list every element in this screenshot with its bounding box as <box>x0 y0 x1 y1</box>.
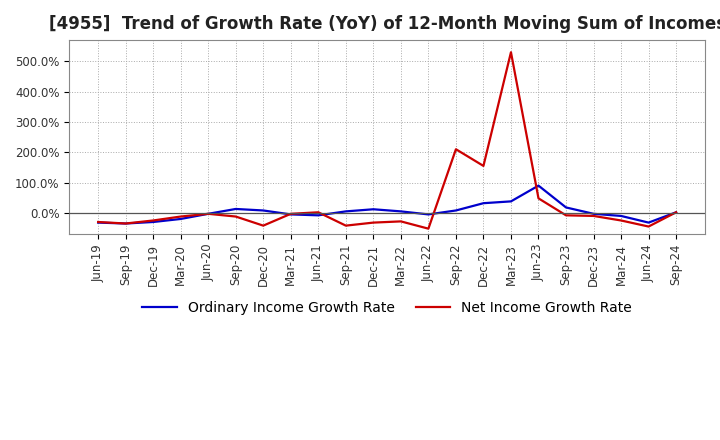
Ordinary Income Growth Rate <box>369 207 378 212</box>
Net Income Growth Rate <box>507 50 516 55</box>
Ordinary Income Growth Rate <box>149 220 158 225</box>
Net Income Growth Rate <box>204 211 212 216</box>
Net Income Growth Rate <box>617 218 626 223</box>
Ordinary Income Growth Rate <box>122 221 130 226</box>
Ordinary Income Growth Rate <box>204 211 212 216</box>
Ordinary Income Growth Rate <box>589 211 598 216</box>
Net Income Growth Rate <box>562 213 570 218</box>
Ordinary Income Growth Rate <box>397 209 405 214</box>
Ordinary Income Growth Rate <box>259 208 268 213</box>
Ordinary Income Growth Rate <box>617 213 626 219</box>
Net Income Growth Rate <box>672 209 680 215</box>
Net Income Growth Rate <box>644 224 653 229</box>
Ordinary Income Growth Rate <box>672 209 680 215</box>
Net Income Growth Rate <box>341 223 350 228</box>
Net Income Growth Rate <box>287 211 295 216</box>
Ordinary Income Growth Rate <box>314 213 323 218</box>
Net Income Growth Rate <box>231 214 240 219</box>
Net Income Growth Rate <box>149 218 158 223</box>
Net Income Growth Rate <box>424 226 433 231</box>
Net Income Growth Rate <box>589 213 598 219</box>
Ordinary Income Growth Rate <box>287 212 295 217</box>
Ordinary Income Growth Rate <box>479 201 487 206</box>
Title: [4955]  Trend of Growth Rate (YoY) of 12-Month Moving Sum of Incomes: [4955] Trend of Growth Rate (YoY) of 12-… <box>48 15 720 33</box>
Ordinary Income Growth Rate <box>94 220 102 225</box>
Net Income Growth Rate <box>259 223 268 228</box>
Net Income Growth Rate <box>176 214 185 219</box>
Ordinary Income Growth Rate <box>341 209 350 214</box>
Net Income Growth Rate <box>534 196 543 201</box>
Net Income Growth Rate <box>451 147 460 152</box>
Ordinary Income Growth Rate <box>176 216 185 222</box>
Ordinary Income Growth Rate <box>562 205 570 210</box>
Ordinary Income Growth Rate <box>231 206 240 212</box>
Line: Ordinary Income Growth Rate: Ordinary Income Growth Rate <box>98 186 676 224</box>
Ordinary Income Growth Rate <box>507 199 516 204</box>
Line: Net Income Growth Rate: Net Income Growth Rate <box>98 52 676 229</box>
Net Income Growth Rate <box>479 163 487 169</box>
Ordinary Income Growth Rate <box>451 208 460 213</box>
Net Income Growth Rate <box>314 209 323 215</box>
Net Income Growth Rate <box>122 221 130 226</box>
Ordinary Income Growth Rate <box>424 212 433 217</box>
Net Income Growth Rate <box>369 220 378 225</box>
Legend: Ordinary Income Growth Rate, Net Income Growth Rate: Ordinary Income Growth Rate, Net Income … <box>137 295 638 320</box>
Net Income Growth Rate <box>94 220 102 225</box>
Ordinary Income Growth Rate <box>534 183 543 188</box>
Net Income Growth Rate <box>397 219 405 224</box>
Ordinary Income Growth Rate <box>644 220 653 225</box>
